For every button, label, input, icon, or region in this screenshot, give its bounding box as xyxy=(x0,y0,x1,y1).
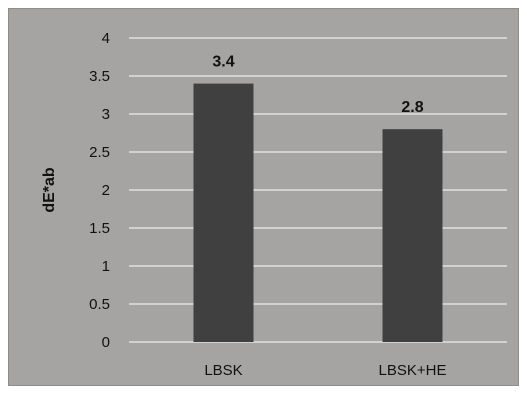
y-tick-label: 0.5 xyxy=(89,296,110,313)
y-tick-label: 3 xyxy=(102,106,110,123)
y-tick-label: 1 xyxy=(102,258,110,275)
chart-area: 0 0.5 1 1.5 2 2.5 3 3.5 4 3.4 2.8 LBSK LBSK+HE dE*… xyxy=(8,8,519,386)
y-tick-label: 2 xyxy=(102,182,110,199)
data-labels: 3.4 2.8 xyxy=(212,54,423,117)
bars xyxy=(193,83,443,342)
bar-chart: 0 0.5 1 1.5 2 2.5 3 3.5 4 3.4 2.8 LBSK LBSK+HE dE*… xyxy=(41,30,507,379)
x-category-label: LBSK xyxy=(204,362,242,379)
y-tick-label: 2.5 xyxy=(89,144,110,161)
bar-lbsk-he xyxy=(382,129,443,342)
y-axis-ticks: 0 0.5 1 1.5 2 2.5 3 3.5 4 xyxy=(89,30,110,351)
x-axis-categories: LBSK LBSK+HE xyxy=(204,362,446,379)
x-category-label: LBSK+HE xyxy=(379,362,447,379)
data-label: 3.4 xyxy=(212,54,234,71)
y-tick-label: 4 xyxy=(102,30,110,47)
y-axis-title: dE*ab xyxy=(41,167,58,213)
y-tick-label: 0 xyxy=(102,334,110,351)
y-tick-label: 1.5 xyxy=(89,220,110,237)
bar-lbsk xyxy=(193,83,254,342)
y-tick-label: 3.5 xyxy=(89,68,110,85)
gridlines xyxy=(129,37,507,343)
data-label: 2.8 xyxy=(401,99,423,116)
